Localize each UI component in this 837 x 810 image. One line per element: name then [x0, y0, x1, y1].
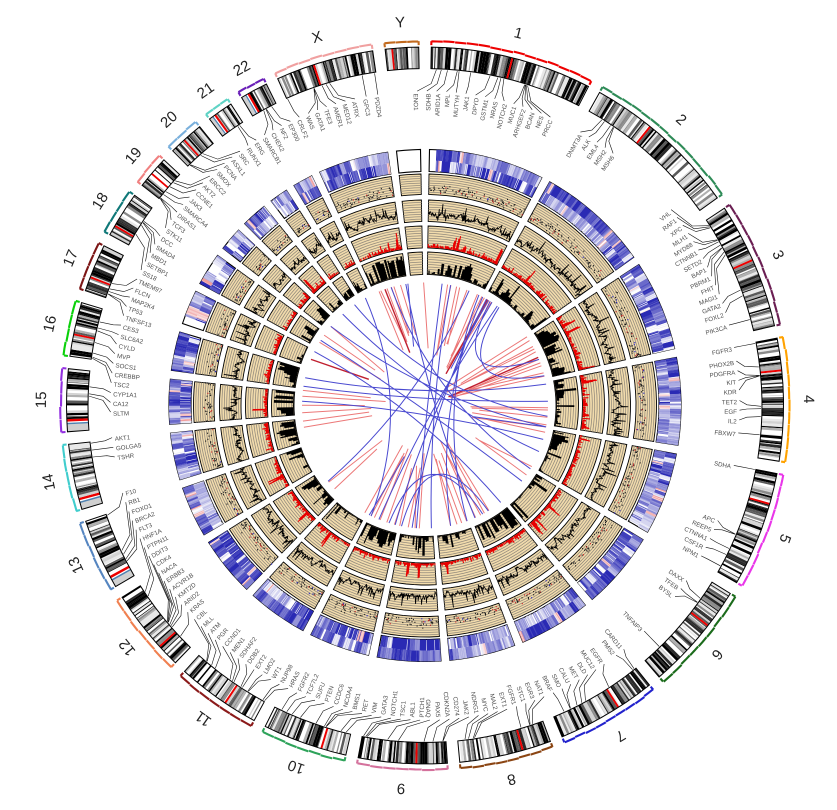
svg-text:CES3: CES3 — [122, 324, 140, 335]
svg-text:PTCH1: PTCH1 — [419, 697, 426, 718]
svg-text:CREBBP: CREBBP — [114, 372, 140, 382]
svg-text:CYLD: CYLD — [118, 343, 136, 353]
svg-text:NOTCH1: NOTCH1 — [390, 690, 400, 717]
svg-text:GATA3: GATA3 — [380, 695, 390, 716]
svg-text:PDZD4: PDZD4 — [373, 97, 383, 119]
svg-text:WAS: WAS — [304, 115, 316, 130]
svg-text:NRAS: NRAS — [489, 101, 500, 119]
svg-text:EGF: EGF — [724, 409, 737, 416]
svg-text:ATRX: ATRX — [350, 101, 360, 118]
svg-text:FBXW7: FBXW7 — [714, 429, 736, 438]
svg-text:15: 15 — [33, 391, 50, 408]
svg-text:SOCS1: SOCS1 — [115, 362, 137, 372]
svg-text:TP53: TP53 — [127, 306, 144, 317]
svg-text:ABL1: ABL1 — [409, 701, 417, 717]
svg-text:21: 21 — [194, 79, 217, 102]
svg-text:14: 14 — [39, 472, 59, 492]
svg-text:Y: Y — [395, 14, 406, 32]
svg-text:STC1: STC1 — [515, 686, 527, 704]
svg-text:MVP: MVP — [116, 353, 130, 362]
svg-text:CYP1A1: CYP1A1 — [113, 391, 138, 399]
svg-text:GNAQ: GNAQ — [424, 699, 431, 718]
svg-text:GSTM1: GSTM1 — [479, 99, 490, 122]
svg-text:TET2: TET2 — [722, 399, 738, 406]
svg-text:TSHR: TSHR — [117, 452, 135, 462]
svg-text:9: 9 — [396, 779, 405, 796]
svg-text:18: 18 — [89, 190, 112, 213]
svg-text:SDHB: SDHB — [425, 93, 432, 110]
svg-text:PDGFRA: PDGFRA — [709, 369, 736, 379]
svg-text:TSC1: TSC1 — [399, 700, 407, 717]
svg-text:TFE3: TFE3 — [322, 109, 334, 126]
svg-text:NES: NES — [534, 115, 545, 129]
svg-text:MUC1: MUC1 — [507, 105, 519, 124]
svg-text:VIM: VIM — [371, 702, 380, 714]
svg-text:NDRG1: NDRG1 — [469, 691, 480, 714]
svg-text:8: 8 — [506, 770, 518, 788]
svg-text:PHOX2B: PHOX2B — [709, 360, 735, 370]
svg-text:JAK2: JAK2 — [461, 700, 470, 716]
svg-text:BMS1: BMS1 — [352, 692, 363, 711]
svg-text:FGFR3: FGFR3 — [711, 346, 733, 357]
svg-text:ENO1: ENO1 — [412, 94, 419, 112]
svg-text:AKT1: AKT1 — [114, 434, 131, 443]
svg-text:MAL2: MAL2 — [488, 693, 499, 711]
svg-text:CD274: CD274 — [451, 696, 460, 716]
svg-text:16: 16 — [40, 314, 60, 334]
svg-text:RET: RET — [361, 699, 370, 713]
svg-text:X: X — [310, 28, 324, 47]
svg-text:GPC3: GPC3 — [361, 99, 371, 117]
svg-text:APC: APC — [701, 514, 716, 525]
svg-text:CDKN2A: CDKN2A — [442, 691, 451, 717]
svg-text:4: 4 — [800, 395, 817, 404]
svg-text:EXT1: EXT1 — [497, 691, 508, 708]
svg-text:GOLGA5: GOLGA5 — [116, 442, 143, 452]
svg-text:TSC2: TSC2 — [113, 382, 130, 390]
svg-text:F10: F10 — [125, 488, 138, 498]
svg-text:22: 22 — [230, 57, 253, 80]
svg-text:1: 1 — [512, 24, 524, 43]
svg-text:JAK1: JAK1 — [462, 95, 471, 111]
svg-text:PAX5: PAX5 — [433, 702, 441, 718]
svg-text:10: 10 — [286, 756, 307, 778]
svg-text:MUTYH: MUTYH — [452, 95, 461, 118]
svg-text:RB1: RB1 — [128, 496, 142, 507]
svg-text:NF2: NF2 — [278, 127, 290, 141]
svg-text:ARID1A: ARID1A — [434, 93, 442, 116]
svg-text:17: 17 — [60, 247, 82, 269]
svg-text:KDR: KDR — [723, 389, 737, 397]
svg-text:CA12: CA12 — [113, 401, 129, 408]
svg-text:MPL: MPL — [444, 94, 452, 108]
svg-text:SDHA: SDHA — [713, 460, 732, 470]
svg-text:IL2: IL2 — [728, 418, 737, 425]
svg-text:DPYD: DPYD — [471, 97, 481, 116]
svg-text:KIT: KIT — [726, 379, 736, 387]
svg-text:SLTM: SLTM — [113, 410, 129, 417]
svg-text:13: 13 — [65, 554, 87, 576]
svg-text:PTEN: PTEN — [324, 685, 336, 703]
svg-text:12: 12 — [116, 636, 140, 660]
svg-text:MYC: MYC — [479, 697, 489, 712]
svg-text:FHIT: FHIT — [700, 285, 716, 297]
